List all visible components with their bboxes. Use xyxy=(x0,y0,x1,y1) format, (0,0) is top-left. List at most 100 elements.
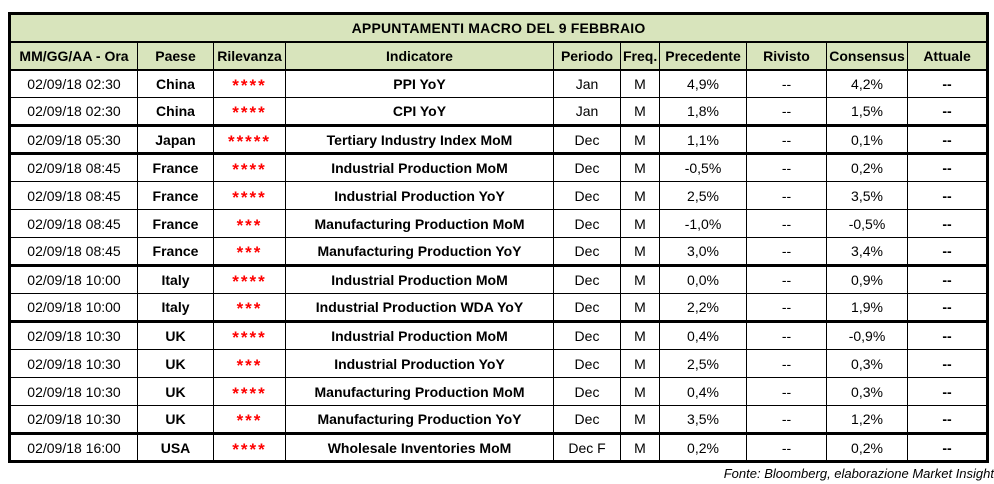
cell-revised: -- xyxy=(746,209,827,238)
cell-datetime: 02/09/18 10:30 xyxy=(9,349,138,378)
column-header-datetime: MM/GG/AA - Ora xyxy=(9,41,138,71)
cell-country: China xyxy=(137,97,214,127)
cell-previous: 4,9% xyxy=(659,69,747,98)
table-row: 02/09/18 10:30 UK **** Industrial Produc… xyxy=(9,321,989,350)
cell-revised: -- xyxy=(746,69,827,98)
cell-indicator: Manufacturing Production YoY xyxy=(285,237,554,267)
cell-period: Dec xyxy=(553,209,621,238)
cell-actual: -- xyxy=(906,433,989,462)
cell-datetime: 02/09/18 10:30 xyxy=(9,321,138,350)
cell-previous: -0,5% xyxy=(659,153,747,182)
cell-frequency: M xyxy=(620,153,660,182)
cell-frequency: M xyxy=(620,433,660,462)
column-header-indicator: Indicatore xyxy=(285,41,554,71)
cell-actual: -- xyxy=(906,405,989,435)
cell-country: France xyxy=(137,237,214,267)
cell-consensus: 3,4% xyxy=(826,237,908,267)
cell-actual: -- xyxy=(906,181,989,210)
cell-previous: 0,4% xyxy=(659,377,747,406)
cell-consensus: -0,9% xyxy=(826,321,908,350)
cell-revised: -- xyxy=(746,321,827,350)
cell-indicator: Industrial Production YoY xyxy=(285,181,554,210)
cell-actual: -- xyxy=(906,321,989,350)
cell-period: Dec xyxy=(553,125,621,155)
column-header-previous: Precedente xyxy=(659,41,747,71)
cell-actual: -- xyxy=(906,97,989,127)
cell-frequency: M xyxy=(620,237,660,267)
cell-datetime: 02/09/18 05:30 xyxy=(9,125,138,155)
cell-indicator: Manufacturing Production MoM xyxy=(285,209,554,238)
cell-consensus: 0,9% xyxy=(826,265,908,294)
relevance-stars: **** xyxy=(213,377,286,406)
cell-consensus: 0,3% xyxy=(826,377,908,406)
table-row: 02/09/18 02:30 China **** PPI YoY Jan M … xyxy=(9,69,989,98)
cell-actual: -- xyxy=(906,293,989,323)
cell-country: France xyxy=(137,153,214,182)
cell-actual: -- xyxy=(906,209,989,238)
relevance-stars: *** xyxy=(213,349,286,378)
cell-datetime: 02/09/18 16:00 xyxy=(9,433,138,462)
cell-consensus: 3,5% xyxy=(826,181,908,210)
cell-frequency: M xyxy=(620,69,660,98)
cell-datetime: 02/09/18 08:45 xyxy=(9,209,138,238)
cell-revised: -- xyxy=(746,125,827,155)
table-row: 02/09/18 10:30 UK **** Manufacturing Pro… xyxy=(9,377,989,406)
cell-actual: -- xyxy=(906,237,989,267)
cell-consensus: 1,2% xyxy=(826,405,908,435)
cell-period: Dec xyxy=(553,293,621,323)
relevance-stars: **** xyxy=(213,69,286,98)
cell-previous: 2,5% xyxy=(659,181,747,210)
cell-previous: 2,2% xyxy=(659,293,747,323)
cell-revised: -- xyxy=(746,349,827,378)
cell-country: France xyxy=(137,209,214,238)
cell-previous: 3,0% xyxy=(659,237,747,267)
cell-actual: -- xyxy=(906,125,989,155)
cell-revised: -- xyxy=(746,293,827,323)
cell-actual: -- xyxy=(906,153,989,182)
relevance-stars: *** xyxy=(213,293,286,323)
cell-datetime: 02/09/18 10:00 xyxy=(9,265,138,294)
cell-datetime: 02/09/18 08:45 xyxy=(9,237,138,267)
relevance-stars: **** xyxy=(213,433,286,462)
cell-period: Dec xyxy=(553,377,621,406)
cell-frequency: M xyxy=(620,209,660,238)
cell-country: France xyxy=(137,181,214,210)
cell-period: Dec xyxy=(553,181,621,210)
cell-actual: -- xyxy=(906,377,989,406)
cell-frequency: M xyxy=(620,181,660,210)
cell-datetime: 02/09/18 08:45 xyxy=(9,181,138,210)
cell-indicator: Manufacturing Production MoM xyxy=(285,377,554,406)
cell-datetime: 02/09/18 10:00 xyxy=(9,293,138,323)
cell-period: Dec xyxy=(553,321,621,350)
cell-actual: -- xyxy=(906,265,989,294)
cell-previous: -1,0% xyxy=(659,209,747,238)
relevance-stars: *** xyxy=(213,209,286,238)
cell-country: UK xyxy=(137,321,214,350)
relevance-stars: ***** xyxy=(213,125,286,155)
cell-indicator: Industrial Production MoM xyxy=(285,265,554,294)
cell-consensus: 0,2% xyxy=(826,433,908,462)
table-row: 02/09/18 08:45 France **** Industrial Pr… xyxy=(9,153,989,182)
cell-revised: -- xyxy=(746,265,827,294)
table-row: 02/09/18 05:30 Japan ***** Tertiary Indu… xyxy=(9,125,989,155)
cell-revised: -- xyxy=(746,97,827,127)
column-header-consensus: Consensus xyxy=(826,41,908,71)
cell-datetime: 02/09/18 02:30 xyxy=(9,69,138,98)
relevance-stars: **** xyxy=(213,265,286,294)
table-row: 02/09/18 08:45 France **** Industrial Pr… xyxy=(9,181,989,210)
cell-country: UK xyxy=(137,349,214,378)
table-row: 02/09/18 16:00 USA **** Wholesale Invent… xyxy=(9,433,989,462)
cell-country: Italy xyxy=(137,265,214,294)
title-row: APPUNTAMENTI MACRO DEL 9 FEBBRAIO xyxy=(8,13,989,43)
cell-revised: -- xyxy=(746,181,827,210)
cell-consensus: -0,5% xyxy=(826,209,908,238)
cell-period: Dec xyxy=(553,265,621,294)
cell-frequency: M xyxy=(620,349,660,378)
cell-frequency: M xyxy=(620,97,660,127)
cell-period: Dec xyxy=(553,153,621,182)
cell-indicator: Wholesale Inventories MoM xyxy=(285,433,554,462)
column-header-period: Periodo xyxy=(553,41,621,71)
relevance-stars: **** xyxy=(213,97,286,127)
cell-country: USA xyxy=(137,433,214,462)
